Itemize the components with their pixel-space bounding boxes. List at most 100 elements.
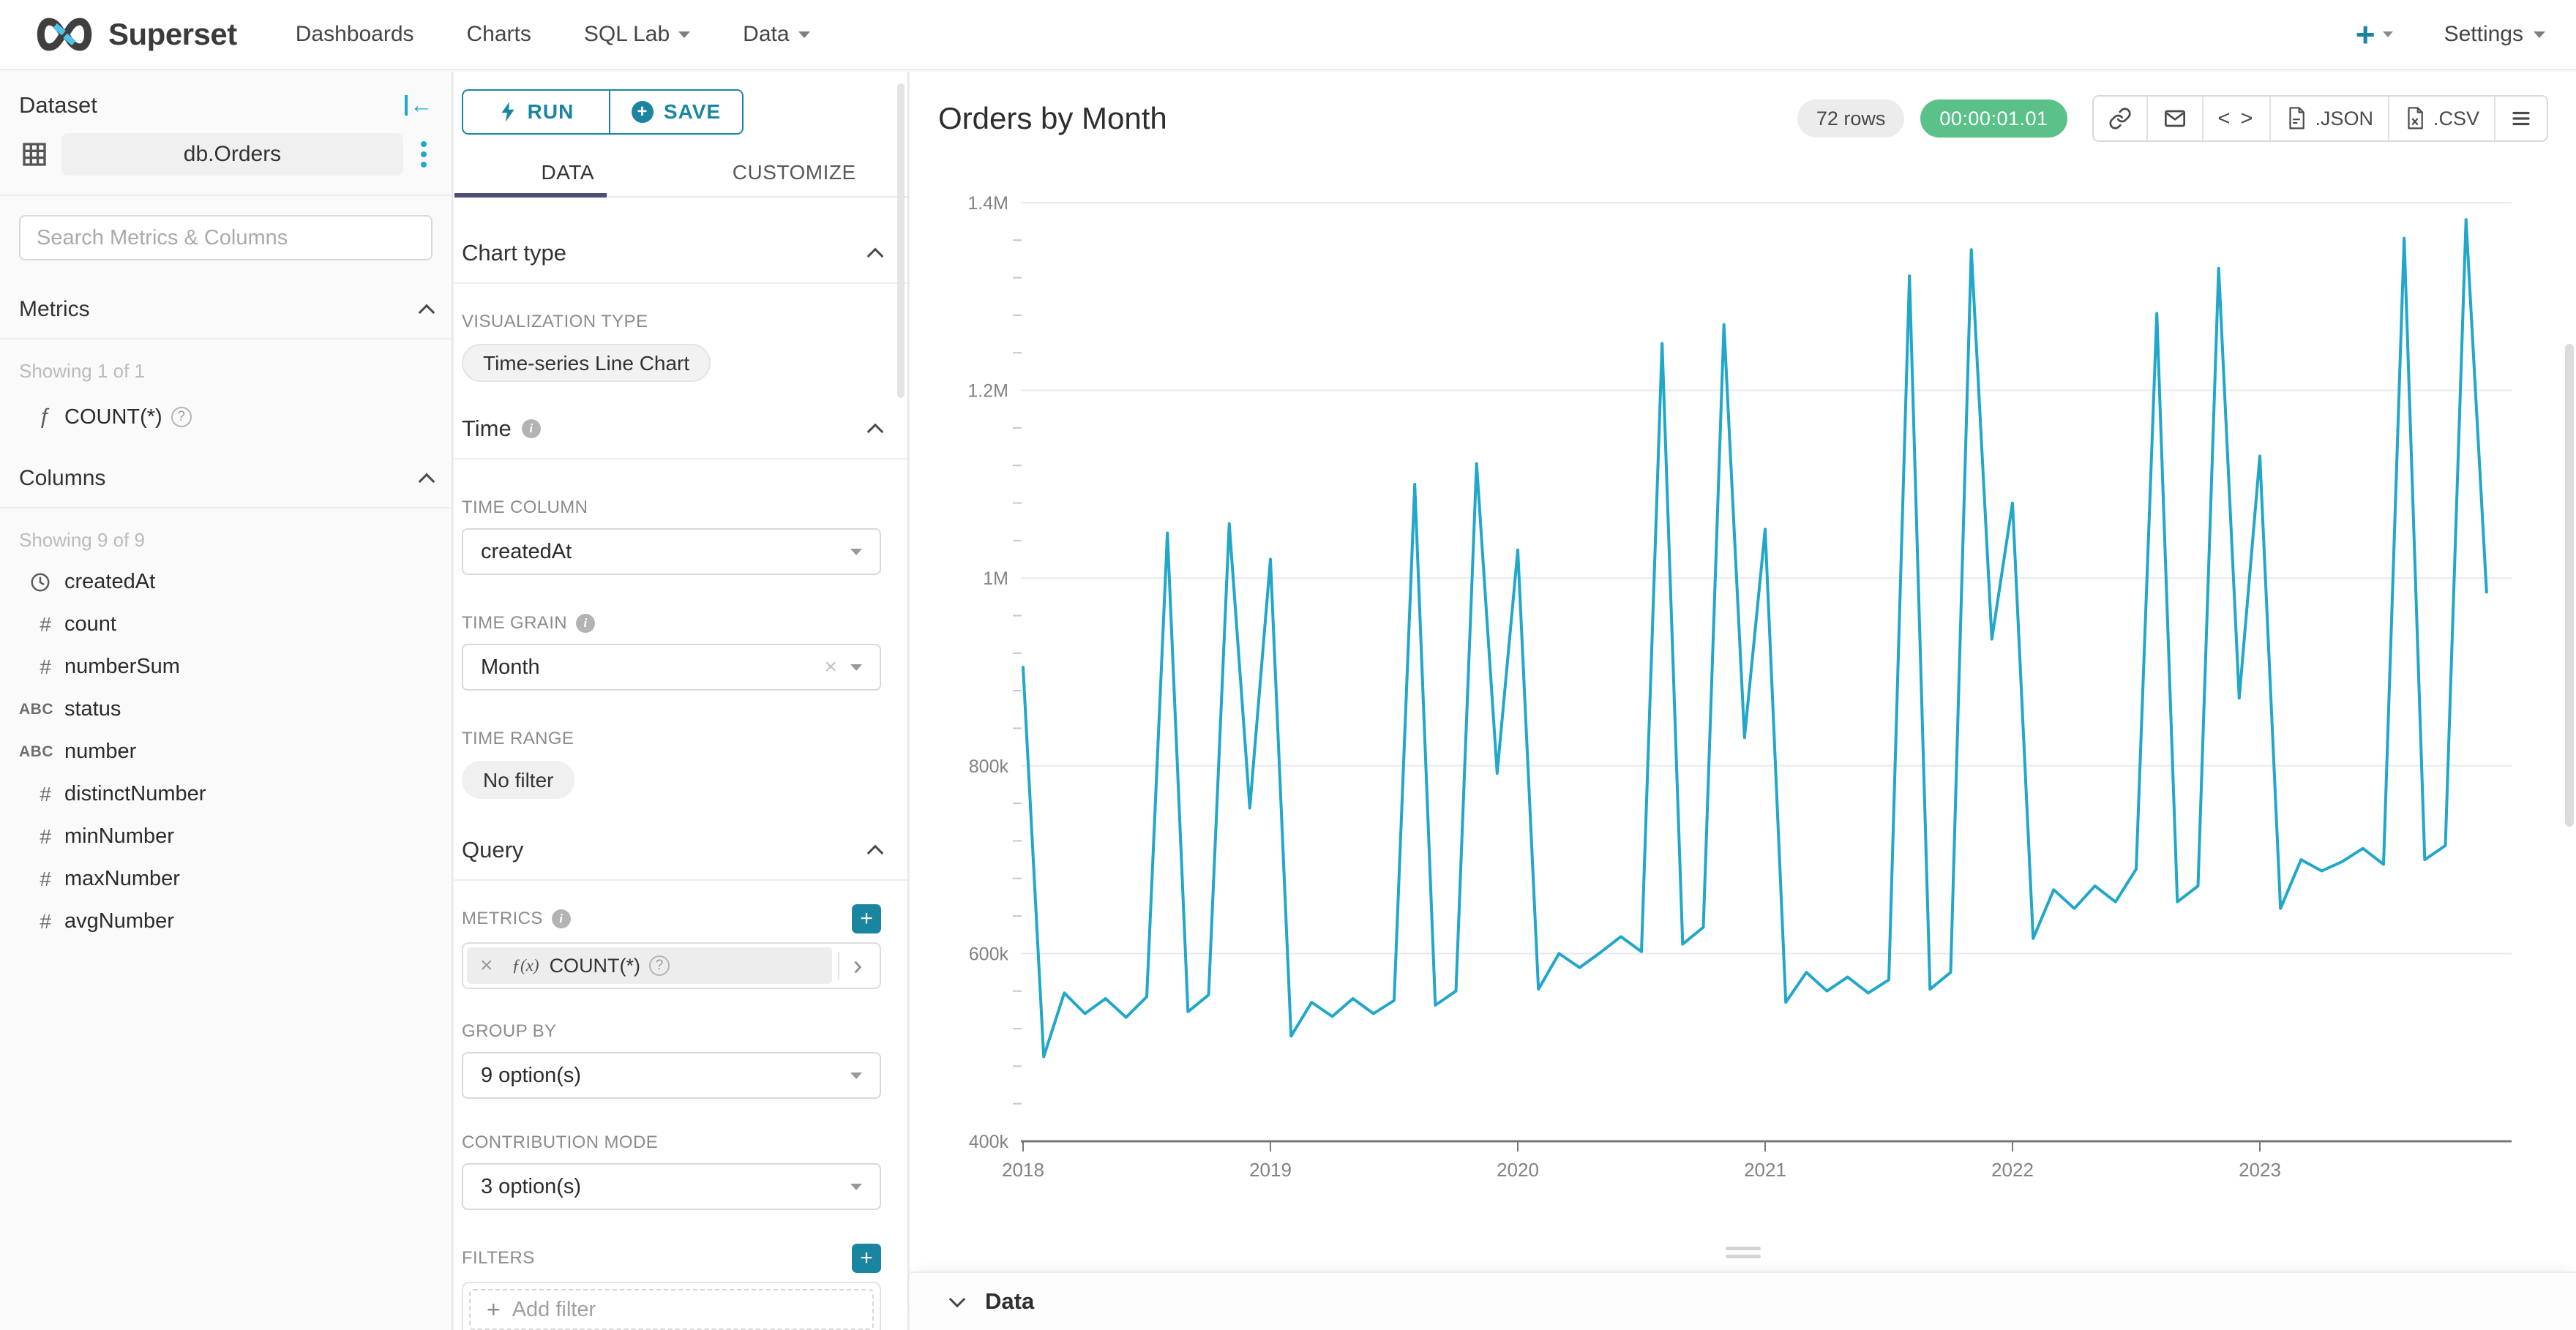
add-filter-button[interactable]: + (852, 1244, 881, 1273)
chevron-down-icon (850, 1072, 862, 1079)
group-by-label: GROUP BY (462, 1021, 557, 1041)
chevron-down-icon (850, 548, 862, 555)
time-column-label: TIME COLUMN (462, 497, 588, 517)
column-item-status[interactable]: ABC status (19, 697, 433, 721)
superset-logo-icon (31, 15, 98, 53)
metrics-count-text: Showing 1 of 1 (19, 360, 146, 382)
column-item-number[interactable]: ABC number (19, 740, 433, 764)
time-grain-select[interactable]: Month × (462, 644, 881, 691)
chevron-up-icon (866, 247, 884, 265)
dataset-panel: Dataset ← db.Orders Metrics Showing 1 of… (0, 72, 453, 1330)
save-button[interactable]: + SAVE (609, 89, 744, 135)
dataset-table-icon (19, 139, 50, 170)
clear-icon[interactable]: × (824, 655, 837, 679)
column-item-avgNumber[interactable]: # avgNumber (19, 909, 433, 933)
embed-code-button[interactable]: < > (2204, 97, 2272, 140)
column-item-distinctNumber[interactable]: # distinctNumber (19, 782, 433, 806)
number-type-icon: # (40, 824, 51, 848)
time-range-value[interactable]: No filter (462, 761, 575, 799)
remove-metric-icon[interactable]: × (480, 953, 493, 977)
chevron-down-icon (798, 31, 810, 38)
column-label: number (64, 740, 137, 763)
column-label: distinctNumber (64, 782, 206, 805)
metric-item[interactable]: ƒ COUNT(*) ? (19, 405, 433, 429)
chevron-down-icon (850, 1183, 862, 1190)
viz-type-value[interactable]: Time-series Line Chart (462, 344, 711, 382)
export-csv-button[interactable]: .CSV (2389, 97, 2496, 140)
tab-customize[interactable]: CUSTOMIZE (732, 161, 856, 184)
time-section-header[interactable]: Time i (462, 416, 884, 442)
time-grain-label: TIME GRAIN i (462, 613, 881, 634)
query-section-header[interactable]: Query (462, 837, 884, 863)
new-item-button[interactable]: + (2356, 18, 2393, 51)
text-type-icon: ABC (19, 700, 53, 718)
nav-charts[interactable]: Charts (466, 22, 531, 46)
chevron-up-icon (866, 423, 884, 440)
chart-title[interactable]: Orders by Month (938, 101, 1167, 135)
data-results-section[interactable]: Data (910, 1271, 2576, 1330)
help-icon: ? (649, 955, 670, 976)
column-label: count (64, 612, 116, 636)
panel-resize-handle[interactable] (1721, 1242, 1765, 1263)
copy-link-button[interactable] (2094, 97, 2148, 140)
metric-container: × ƒ(x) COUNT(*) ? › (462, 942, 881, 989)
time-column-select[interactable]: createdAt (462, 528, 881, 575)
time-range-label: TIME RANGE (462, 729, 574, 748)
number-type-icon: # (40, 867, 51, 890)
column-item-count[interactable]: # count (19, 612, 433, 636)
column-item-minNumber[interactable]: # minNumber (19, 824, 433, 849)
plus-icon: + (487, 1296, 501, 1323)
column-item-maxNumber[interactable]: # maxNumber (19, 867, 433, 891)
file-icon (2289, 107, 2305, 129)
top-navbar: Superset Dashboards Charts SQL Lab Data … (0, 0, 2576, 70)
help-icon: ? (171, 407, 192, 427)
nav-data[interactable]: Data (743, 22, 810, 47)
group-by-select[interactable]: 9 option(s) (462, 1052, 881, 1099)
dataset-options-icon[interactable] (415, 138, 433, 170)
info-icon: i (576, 614, 596, 633)
export-json-button[interactable]: .JSON (2271, 97, 2389, 140)
query-timer-badge: 00:00:01.01 (1920, 99, 2067, 138)
email-button[interactable] (2148, 97, 2204, 140)
contribution-mode-select[interactable]: 3 option(s) (462, 1163, 881, 1210)
column-label: maxNumber (64, 867, 180, 890)
add-filter-dropzone[interactable]: + Add filter (469, 1289, 874, 1330)
chevron-down-icon (2534, 31, 2545, 38)
nav-dashboards[interactable]: Dashboards (295, 22, 414, 46)
settings-menu[interactable]: Settings (2444, 22, 2545, 47)
chart-menu-button[interactable] (2496, 97, 2547, 140)
filters-label: FILTERS (462, 1248, 535, 1268)
control-panel: RUN + SAVE DATA CUSTOMIZE Chart type VIS… (454, 72, 909, 1330)
column-label: minNumber (64, 824, 174, 848)
chevron-up-icon (418, 473, 435, 490)
number-type-icon: # (40, 612, 51, 636)
column-label: status (64, 697, 121, 721)
metrics-section-header[interactable]: Metrics (19, 297, 435, 322)
info-icon: i (521, 419, 541, 438)
collapse-panel-icon[interactable]: ← (405, 92, 433, 119)
dataset-select-button[interactable]: db.Orders (61, 133, 403, 176)
column-item-createdAt[interactable]: createdAt (19, 570, 433, 594)
plus-circle-icon: + (631, 101, 654, 123)
tab-data[interactable]: DATA (541, 161, 595, 184)
function-icon: ƒ (39, 405, 51, 429)
expand-metric-icon[interactable]: › (838, 952, 876, 980)
scrollbar-thumb[interactable] (897, 83, 905, 398)
run-button[interactable]: RUN (462, 89, 610, 135)
nav-sql-lab[interactable]: SQL Lab (584, 22, 691, 47)
metric-chip[interactable]: × ƒ(x) COUNT(*) ? (467, 947, 832, 984)
window-scrollbar-thumb[interactable] (2565, 344, 2574, 827)
chevron-down-icon (850, 664, 862, 671)
text-type-icon: ABC (19, 743, 53, 760)
add-metric-button[interactable]: + (852, 904, 881, 933)
search-input[interactable] (19, 215, 433, 260)
chevron-down-icon (678, 31, 691, 38)
hamburger-icon (2512, 111, 2530, 126)
column-item-numberSum[interactable]: # numberSum (19, 655, 433, 679)
chart-panel: Orders by Month 72 rows 00:00:01.01 (910, 72, 2576, 1330)
chart-type-section-header[interactable]: Chart type (462, 240, 884, 266)
dataset-panel-title: Dataset (19, 92, 97, 118)
contribution-mode-label: CONTRIBUTION MODE (462, 1132, 659, 1152)
columns-section-header[interactable]: Columns (19, 466, 435, 491)
bolt-icon (501, 102, 514, 122)
